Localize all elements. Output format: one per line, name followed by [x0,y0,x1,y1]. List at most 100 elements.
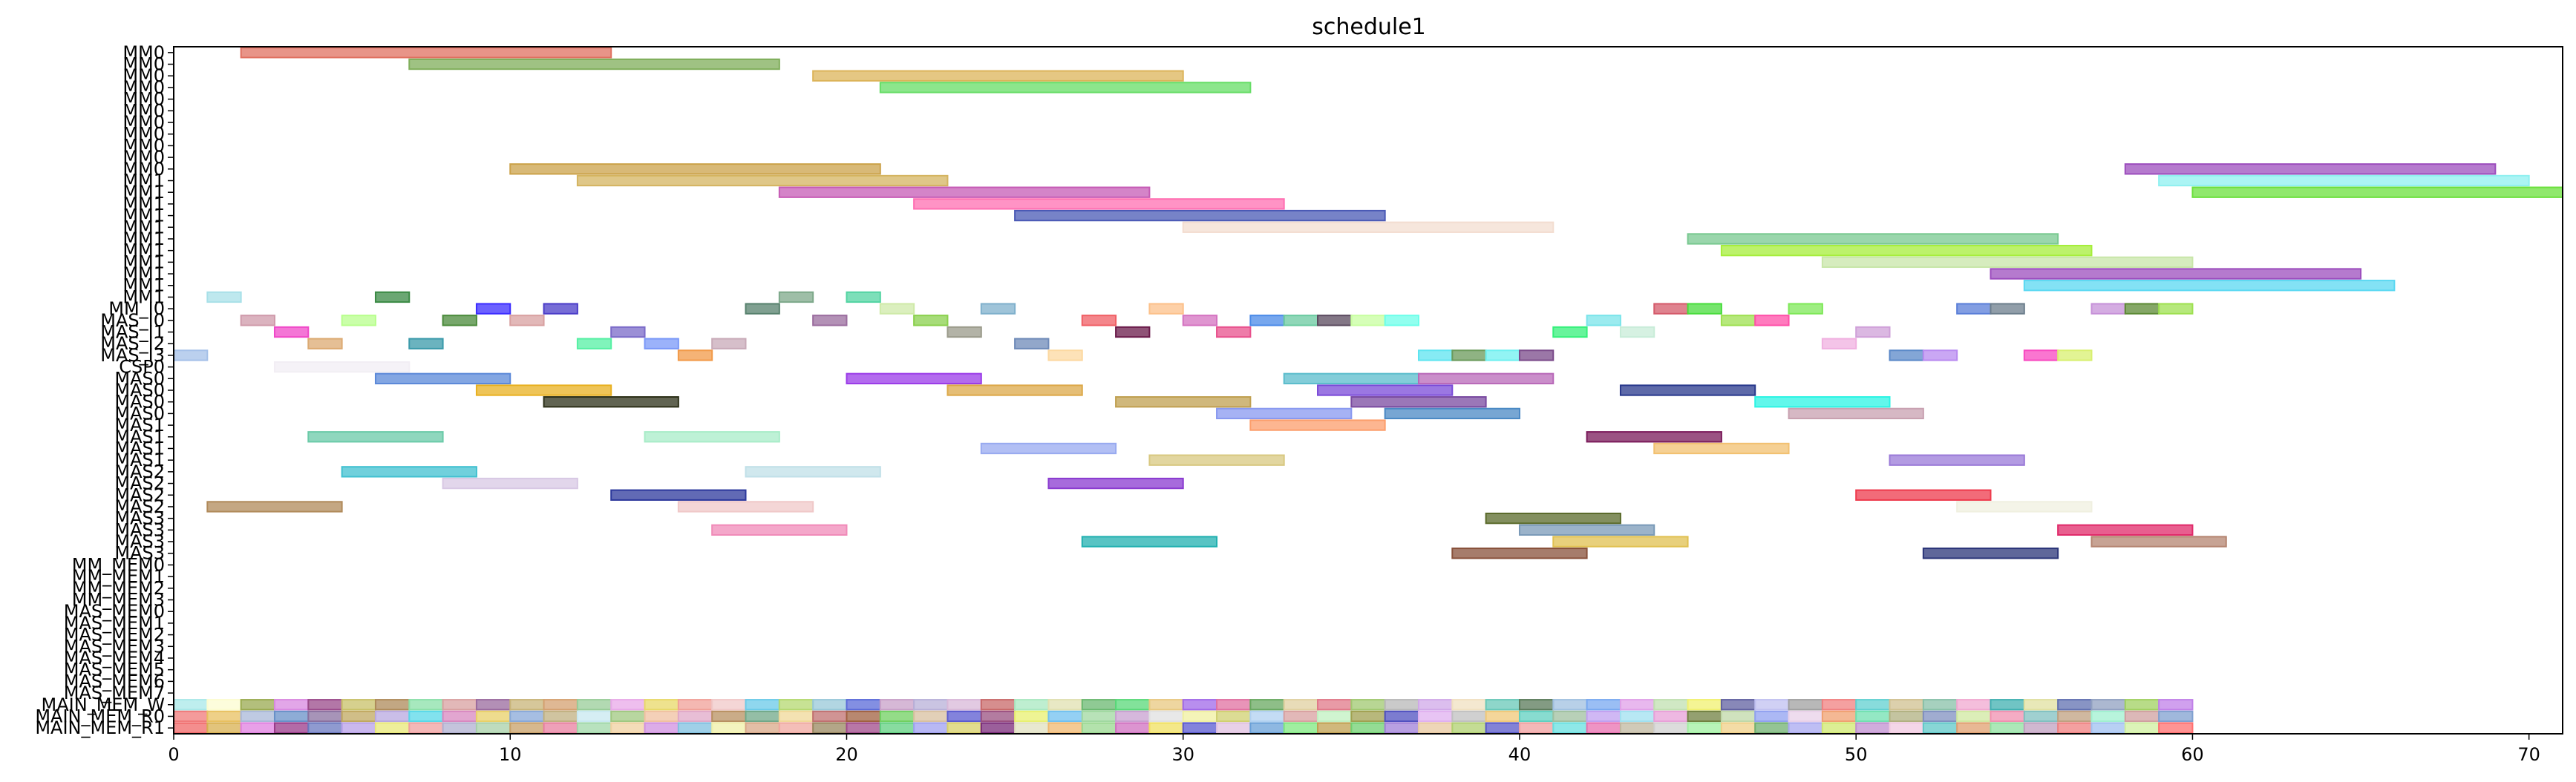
mem-bar [980,710,1016,723]
mem-bar [1619,722,1655,734]
task-bar [1182,221,1555,233]
y-tick-label: MAS_MEM0 [64,601,165,622]
y-tick-label: MM0 [122,135,165,156]
mem-bar [1922,722,1958,734]
mem-bar [2057,722,2093,734]
task-bar [1148,454,1285,466]
task-bar [1047,349,1083,361]
mem-bar [677,699,713,711]
task-bar [273,326,310,338]
mem-bar [1518,722,1555,734]
task-bar [1720,315,1756,326]
task-bar [644,431,780,443]
y-tick-label: MM1 [122,252,165,272]
y-tick-label: MM1 [122,206,165,226]
task-bar [1317,384,1454,396]
task-bar [1384,407,1520,420]
task-bar [2158,174,2530,187]
y-tick-label: MM0 [122,124,165,145]
y-tick-label: MAS0 [114,368,165,389]
mem-bar [1148,699,1184,711]
mem-bar [475,722,511,734]
task-bar [1956,303,1992,315]
task-bar [2158,303,2194,315]
mem-bar [778,699,814,711]
y-tick-label: MM0 [122,89,165,110]
mem-bar [1047,710,1083,723]
mem-bar [206,710,242,723]
task-bar [1047,477,1184,490]
y-tick-label: CSP0 [119,357,165,378]
mem-bar [173,722,209,734]
task-bar [2090,536,2227,548]
plot-frame [173,46,2563,735]
y-tick-label: MAS3 [114,543,165,564]
mem-bar [1720,722,1756,734]
mem-bar [1990,710,2025,723]
y-tick-label: MM1 [122,286,165,307]
task-bar [2023,280,2396,292]
mem-bar [1047,722,1083,734]
mem-bar [374,710,411,723]
mem-bar [1720,710,1756,723]
task-bar [711,338,747,349]
mem-bar [1821,710,1857,723]
mem-bar [341,710,376,723]
mem-bar [1855,699,1891,711]
mem-bar [2090,722,2126,734]
task-bar [980,303,1016,315]
task-bar [1990,303,2025,315]
task-bar [677,501,814,513]
mem-bar [711,722,747,734]
x-tick-label: 70 [2517,744,2540,765]
y-tick-label: MAS_MEM1 [64,613,165,634]
task-bar [1485,512,1621,525]
task-bar [509,163,881,175]
y-tick-label: MAS_MEM2 [64,625,165,645]
task-bar [1855,326,1891,338]
task-bar [1922,548,2059,559]
mem-bar [1081,699,1117,711]
mem-bar [408,722,444,734]
task-bar [1115,396,1252,408]
mem-bar [2124,710,2160,723]
task-bar [1518,349,1555,361]
task-bar [206,291,242,303]
y-tick-label: MM0 [122,159,165,180]
mem-bar [1216,699,1252,711]
mem-bar [1384,699,1419,711]
mem-bar [240,699,275,711]
mem-bar [2090,710,2126,723]
y-tick-label: MM_MEM0 [72,554,165,575]
mem-bar [1317,710,1353,723]
mem-bar [1350,710,1386,723]
mem-bar [576,699,612,711]
y-tick-label: MM0 [122,42,165,63]
mem-bar [610,722,646,734]
mem-bar [2057,710,2093,723]
mem-bar [947,722,982,734]
y-tick-label: MM1 [122,240,165,261]
y-tick-label: MAS2 [114,461,165,482]
mem-bar [1485,699,1520,711]
task-bar [442,477,578,490]
y-tick-label: MAS0 [114,403,165,424]
mem-bar [240,710,275,723]
task-bar [1518,524,1655,536]
mem-bar [2124,699,2160,711]
y-axis-labels: MM0MM0MM0MM0MM0MM0MM0MM0MM0MM0MM0MM1MM1M… [35,42,174,738]
mem-bar [1182,722,1218,734]
y-tick-label: MM0 [122,54,165,75]
mem-bar [644,699,679,711]
y-tick-label: MM_MEM3 [72,590,165,611]
mem-bar [173,699,209,711]
mem-bar [1350,699,1386,711]
mem-bar [1586,699,1621,711]
mem-bar [1249,722,1285,734]
y-tick-label: MM1 [122,194,165,214]
mem-bar [1518,699,1555,711]
mem-bar [846,699,881,711]
mem-bar [644,710,679,723]
task-bar [1148,303,1184,315]
y-tick-label: MAS_MEM5 [64,660,165,680]
